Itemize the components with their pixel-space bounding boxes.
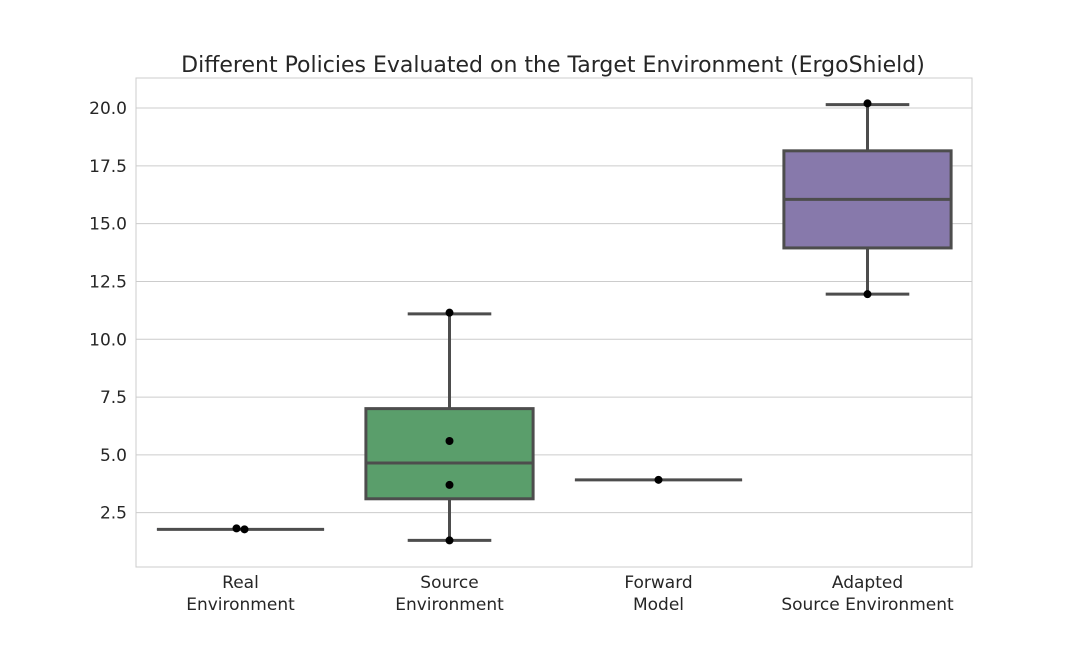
x-tick-label: Environment [395, 595, 504, 615]
box-group [364, 308, 535, 545]
x-tick-label: Adapted [832, 573, 903, 593]
plot-frame [135, 77, 973, 568]
box-group [574, 475, 743, 484]
x-tick-label: Forward [624, 573, 692, 593]
x-axis-ticks: RealEnvironmentSourceEnvironmentForwardM… [186, 573, 954, 615]
data-point [445, 436, 454, 445]
y-tick-label: 12.5 [89, 272, 127, 292]
data-point [863, 99, 872, 108]
box-group [782, 99, 953, 299]
x-tick-label: Environment [186, 595, 295, 615]
y-tick-label: 7.5 [100, 388, 127, 408]
y-tick-label: 15.0 [89, 215, 127, 235]
data-point [445, 308, 454, 317]
chart-title: Different Policies Evaluated on the Targ… [181, 53, 925, 78]
data-point [240, 525, 249, 534]
data-point [863, 290, 872, 299]
x-tick-label: Source Environment [781, 595, 954, 615]
box-group [156, 524, 325, 534]
boxes [156, 99, 953, 545]
y-tick-label: 17.5 [89, 157, 127, 177]
data-point [445, 536, 454, 545]
y-axis-ticks: 2.5 5.0 7.5 10.0 12.5 15.0 17.5 20.0 [89, 99, 127, 524]
data-point [445, 480, 454, 489]
data-point [232, 524, 241, 533]
x-tick-label: Real [222, 573, 259, 593]
y-tick-label: 2.5 [100, 504, 127, 524]
x-tick-label: Source [420, 573, 478, 593]
y-tick-label: 5.0 [100, 446, 127, 466]
y-tick-label: 20.0 [89, 99, 127, 119]
y-tick-label: 10.0 [89, 330, 127, 350]
x-tick-label: Model [633, 595, 684, 615]
data-point [654, 475, 663, 484]
grid-lines [136, 107, 972, 514]
